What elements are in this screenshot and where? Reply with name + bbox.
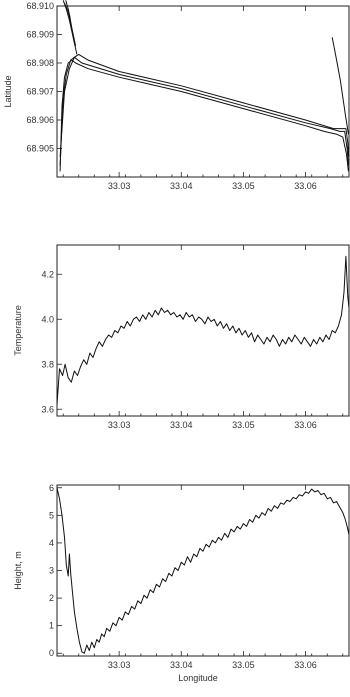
height-xtick-label: 33.04 — [170, 660, 193, 670]
temperature-ytick-label: 4.2 — [41, 269, 54, 279]
height-ytick-label: 4 — [49, 538, 54, 548]
latitude-ytick-label: 68.909 — [26, 30, 54, 40]
height-series-line-0 — [56, 487, 350, 654]
temperature-xtick-label: 33.05 — [232, 420, 255, 430]
latitude-panel: 33.03 33.04 33.05 33.06 68.905 68.906 68.907 68… — [3, 0, 350, 191]
temperature-plot-frame — [56, 244, 350, 417]
latitude-ytick-label: 68.907 — [26, 87, 54, 97]
latitude-series-line-3 — [62, 0, 78, 55]
height-x-axis-label: Longitude — [178, 673, 218, 683]
temperature-ytick-label: 3.8 — [41, 359, 54, 369]
latitude-xtick-label: 33.06 — [294, 181, 317, 191]
height-plot-frame — [56, 484, 350, 657]
latitude-xtick-label: 33.03 — [108, 181, 131, 191]
latitude-xtick-label: 33.04 — [170, 181, 193, 191]
latitude-y-axis-label: Latitude — [3, 75, 13, 107]
height-ytick-label: 1 — [49, 621, 54, 631]
latitude-ytick-label: 68.906 — [26, 115, 54, 125]
height-y-axis-label: Height, m — [13, 551, 23, 590]
latitude-series-line-0 — [59, 59, 349, 172]
latitude-series-line-2 — [59, 53, 349, 158]
temperature-ytick-label: 4.0 — [41, 314, 54, 324]
latitude-ytick-label: 68.908 — [26, 58, 54, 68]
latitude-ytick-label: 68.910 — [26, 1, 54, 11]
height-panel: 33.03 33.04 33.05 33.06 0 1 2 3 4 5 6 Height, m Long… — [13, 483, 350, 683]
height-ytick-label: 6 — [49, 483, 54, 493]
temperature-xtick-label: 33.04 — [170, 420, 193, 430]
latitude-ytick-label: 68.905 — [26, 144, 54, 154]
height-xtick-label: 33.05 — [232, 660, 255, 670]
height-ytick-label: 2 — [49, 593, 54, 603]
temperature-y-axis-label: Temperature — [13, 305, 23, 356]
temperature-ytick-label: 3.6 — [41, 404, 54, 414]
height-xtick-label: 33.03 — [108, 660, 131, 670]
temperature-xtick-label: 33.03 — [108, 420, 131, 430]
temperature-xtick-label: 33.06 — [294, 420, 317, 430]
temperature-series-line-0 — [56, 255, 350, 405]
latitude-series-line-6 — [331, 37, 349, 135]
latitude-series-line-1 — [59, 56, 349, 166]
latitude-series-line-5 — [65, 0, 75, 41]
height-xtick-label: 33.06 — [294, 660, 317, 670]
height-ytick-label: 3 — [49, 566, 54, 576]
height-ytick-label: 5 — [49, 510, 54, 520]
height-ytick-label: 0 — [49, 648, 54, 658]
latitude-xtick-label: 33.05 — [232, 181, 255, 191]
temperature-panel: 33.03 33.04 33.05 33.06 3.6 3.8 4.0 4.2 Temperat… — [13, 244, 350, 430]
